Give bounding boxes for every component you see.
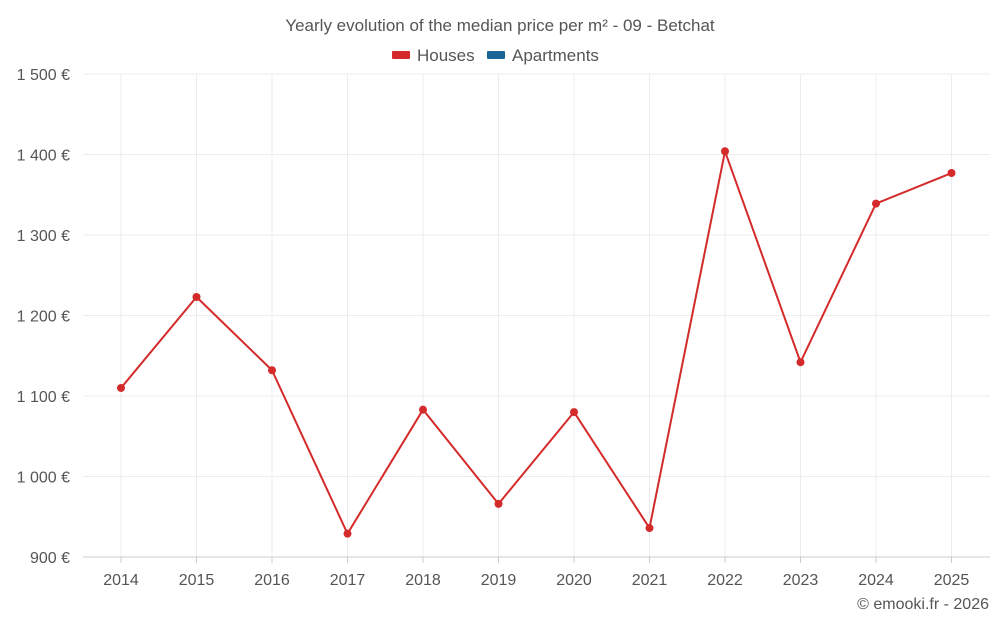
- y-tick-label: 900 €: [30, 550, 70, 567]
- credit-text: © emooki.fr - 2026: [857, 596, 989, 613]
- data-point-2014[interactable]: [117, 383, 125, 392]
- legend-item-apartments[interactable]: Apartments: [487, 46, 599, 65]
- data-point-2016[interactable]: [268, 366, 276, 375]
- chart-title: Yearly evolution of the median price per…: [285, 16, 715, 35]
- data-point-2020[interactable]: [570, 408, 578, 417]
- data-point-2024[interactable]: [872, 199, 880, 208]
- series-houses: [117, 147, 956, 538]
- legend-label-houses: Houses: [417, 46, 475, 65]
- x-tick-label: 2015: [179, 572, 215, 589]
- x-tick-label: 2016: [254, 572, 290, 589]
- legend-label-apartments: Apartments: [512, 46, 599, 65]
- legend-item-houses[interactable]: Houses: [392, 46, 475, 65]
- y-tick-label: 1 200 €: [17, 309, 70, 326]
- x-tick-label: 2018: [405, 572, 441, 589]
- gridlines: [83, 73, 990, 558]
- data-point-2018[interactable]: [419, 405, 427, 414]
- x-tick-label: 2014: [103, 572, 139, 589]
- y-tick-label: 1 300 €: [17, 228, 70, 245]
- x-tick-label: 2025: [934, 572, 970, 589]
- y-tick-label: 1 500 €: [17, 67, 70, 84]
- data-point-2015[interactable]: [192, 292, 201, 301]
- data-point-2023[interactable]: [796, 358, 805, 367]
- data-point-2019[interactable]: [494, 499, 503, 508]
- x-tick-label: 2017: [330, 572, 366, 589]
- series-line-houses: [120, 150, 952, 535]
- legend: Houses Apartments: [392, 46, 599, 65]
- data-point-2017[interactable]: [343, 529, 352, 538]
- y-tick-label: 1 000 €: [17, 470, 70, 487]
- x-tick-label: 2021: [632, 572, 668, 589]
- legend-swatch-houses: [392, 51, 410, 59]
- legend-swatch-apartments: [487, 51, 505, 59]
- y-tick-label: 1 400 €: [17, 148, 70, 165]
- x-tick-label: 2023: [783, 572, 819, 589]
- x-tick-label: 2024: [858, 572, 894, 589]
- data-point-2022[interactable]: [721, 147, 729, 156]
- y-tick-label: 1 100 €: [17, 389, 70, 406]
- x-axis-ticks: 2014 2015 2016 2017 2018 2019 2020 2021 2022 2023…: [103, 557, 969, 589]
- data-point-2025[interactable]: [947, 169, 956, 178]
- x-tick-label: 2022: [707, 572, 743, 589]
- x-tick-label: 2020: [556, 572, 592, 589]
- data-point-2021[interactable]: [645, 524, 654, 533]
- y-axis-ticks: 900 € 1 000 € 1 100 € 1 200 € 1 300 € 1 400 €…: [17, 67, 70, 567]
- x-tick-label: 2019: [481, 572, 517, 589]
